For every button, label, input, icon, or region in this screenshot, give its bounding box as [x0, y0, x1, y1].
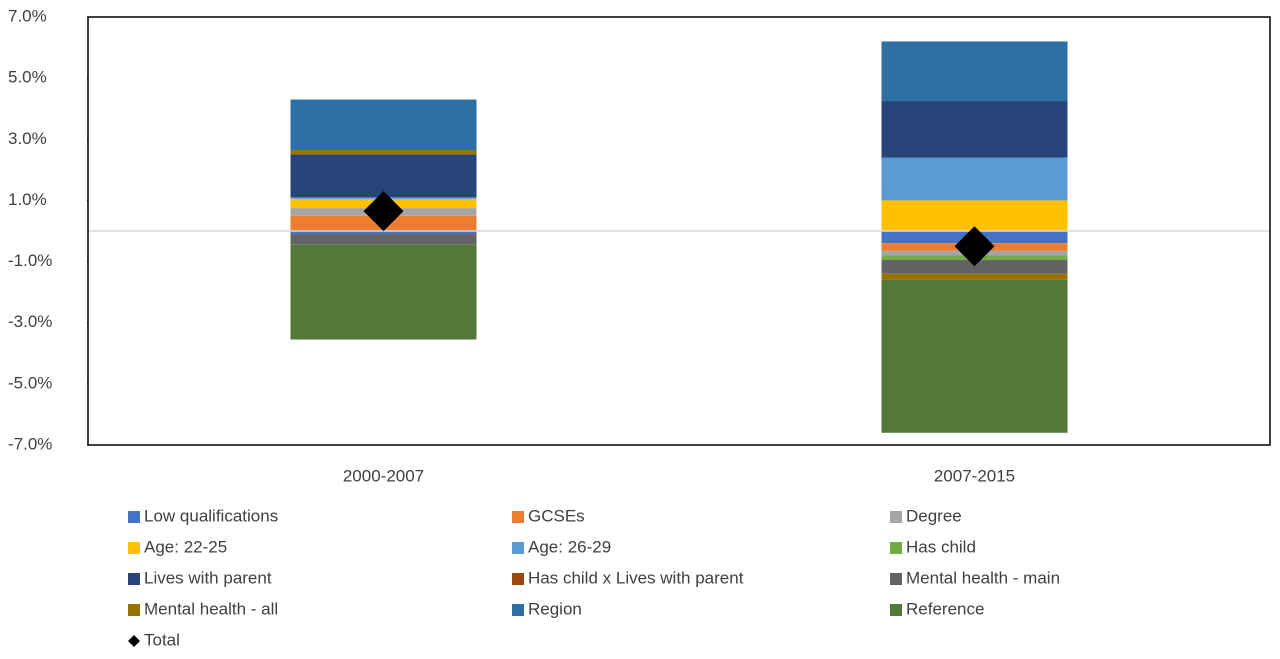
legend-swatch	[128, 573, 140, 585]
y-tick-label: 7.0%	[8, 6, 47, 25]
legend-label: Reference	[906, 599, 984, 618]
plot-border	[87, 16, 1271, 446]
legend-swatch	[512, 511, 524, 523]
legend-label: Mental health - all	[144, 599, 278, 618]
legend-swatch	[128, 604, 140, 616]
legend-swatch	[890, 604, 902, 616]
legend-label: Has child x Lives with parent	[528, 568, 744, 587]
legend-label: Age: 22-25	[144, 537, 227, 556]
bar-segment	[290, 231, 477, 235]
bar-segment	[881, 101, 1068, 158]
bar-segment	[290, 234, 477, 245]
legend-label: Age: 26-29	[528, 537, 611, 556]
y-tick-label: 3.0%	[8, 129, 47, 148]
legend-label: Total	[144, 630, 180, 649]
legend-swatch	[512, 604, 524, 616]
total-marker	[954, 226, 995, 267]
legend-label: Region	[528, 599, 582, 618]
legend-swatch	[512, 542, 524, 554]
bar-segment	[881, 200, 1068, 231]
legend-label: Mental health - main	[906, 568, 1060, 587]
y-tick-label: 5.0%	[8, 68, 47, 87]
bar-segment	[290, 99, 477, 150]
bar-segment	[881, 157, 1068, 201]
legend-swatch	[890, 573, 902, 585]
bar-segment	[290, 154, 477, 198]
bar-segment	[881, 260, 1068, 274]
y-tick-label: -7.0%	[8, 434, 52, 453]
x-tick-label: 2007-2015	[934, 466, 1015, 485]
legend-swatch	[890, 511, 902, 523]
x-tick-label: 2000-2007	[343, 466, 424, 485]
legend-swatch	[890, 542, 902, 554]
legend-swatch	[128, 542, 140, 554]
legend-label: GCSEs	[528, 506, 585, 525]
bar-segment	[290, 244, 477, 340]
bar-segment	[881, 273, 1068, 280]
legend-swatch	[128, 511, 140, 523]
y-tick-label: 1.0%	[8, 190, 47, 209]
bar-segment	[290, 149, 477, 155]
bar-segment	[881, 279, 1068, 433]
legend-label: Has child	[906, 537, 976, 556]
y-tick-label: -5.0%	[8, 373, 52, 392]
legend-label: Low qualifications	[144, 506, 278, 525]
total-marker	[363, 191, 404, 232]
y-tick-label: -1.0%	[8, 251, 52, 270]
legend-label: Degree	[906, 506, 962, 525]
legend-swatch	[128, 635, 140, 647]
legend-label: Lives with parent	[144, 568, 272, 587]
bar-segment	[881, 41, 1068, 102]
legend-swatch	[512, 573, 524, 585]
y-tick-label: -3.0%	[8, 312, 52, 331]
